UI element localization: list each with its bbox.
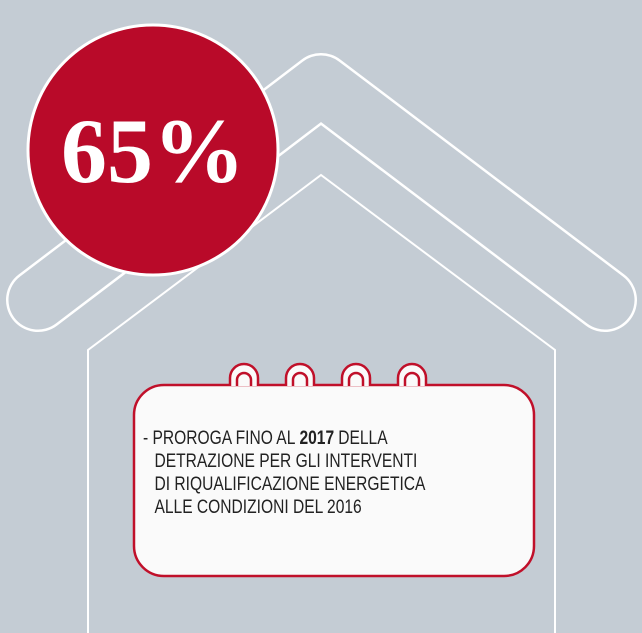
ring bbox=[398, 364, 426, 386]
ring bbox=[286, 364, 314, 386]
ring bbox=[230, 364, 258, 386]
badge-text: 65% bbox=[61, 100, 245, 202]
note-line: DI RIQUALIFICAZIONE ENERGETICA bbox=[143, 473, 504, 496]
note-line: DETRAZIONE PER GLI INTERVENTI bbox=[143, 450, 504, 473]
illustration: 65% bbox=[0, 0, 642, 633]
note-year: 2017 bbox=[299, 428, 334, 449]
note-line: ALLE CONDIZIONI DEL 2016 bbox=[143, 496, 504, 519]
note-suffix: DELLA bbox=[338, 428, 387, 449]
note-prefix: - PROROGA FINO AL bbox=[143, 428, 295, 449]
note-rings bbox=[230, 364, 426, 386]
page: 65% - PROROGA FINO AL2017DELLA DETRAZION… bbox=[0, 0, 642, 633]
ring bbox=[342, 364, 370, 386]
